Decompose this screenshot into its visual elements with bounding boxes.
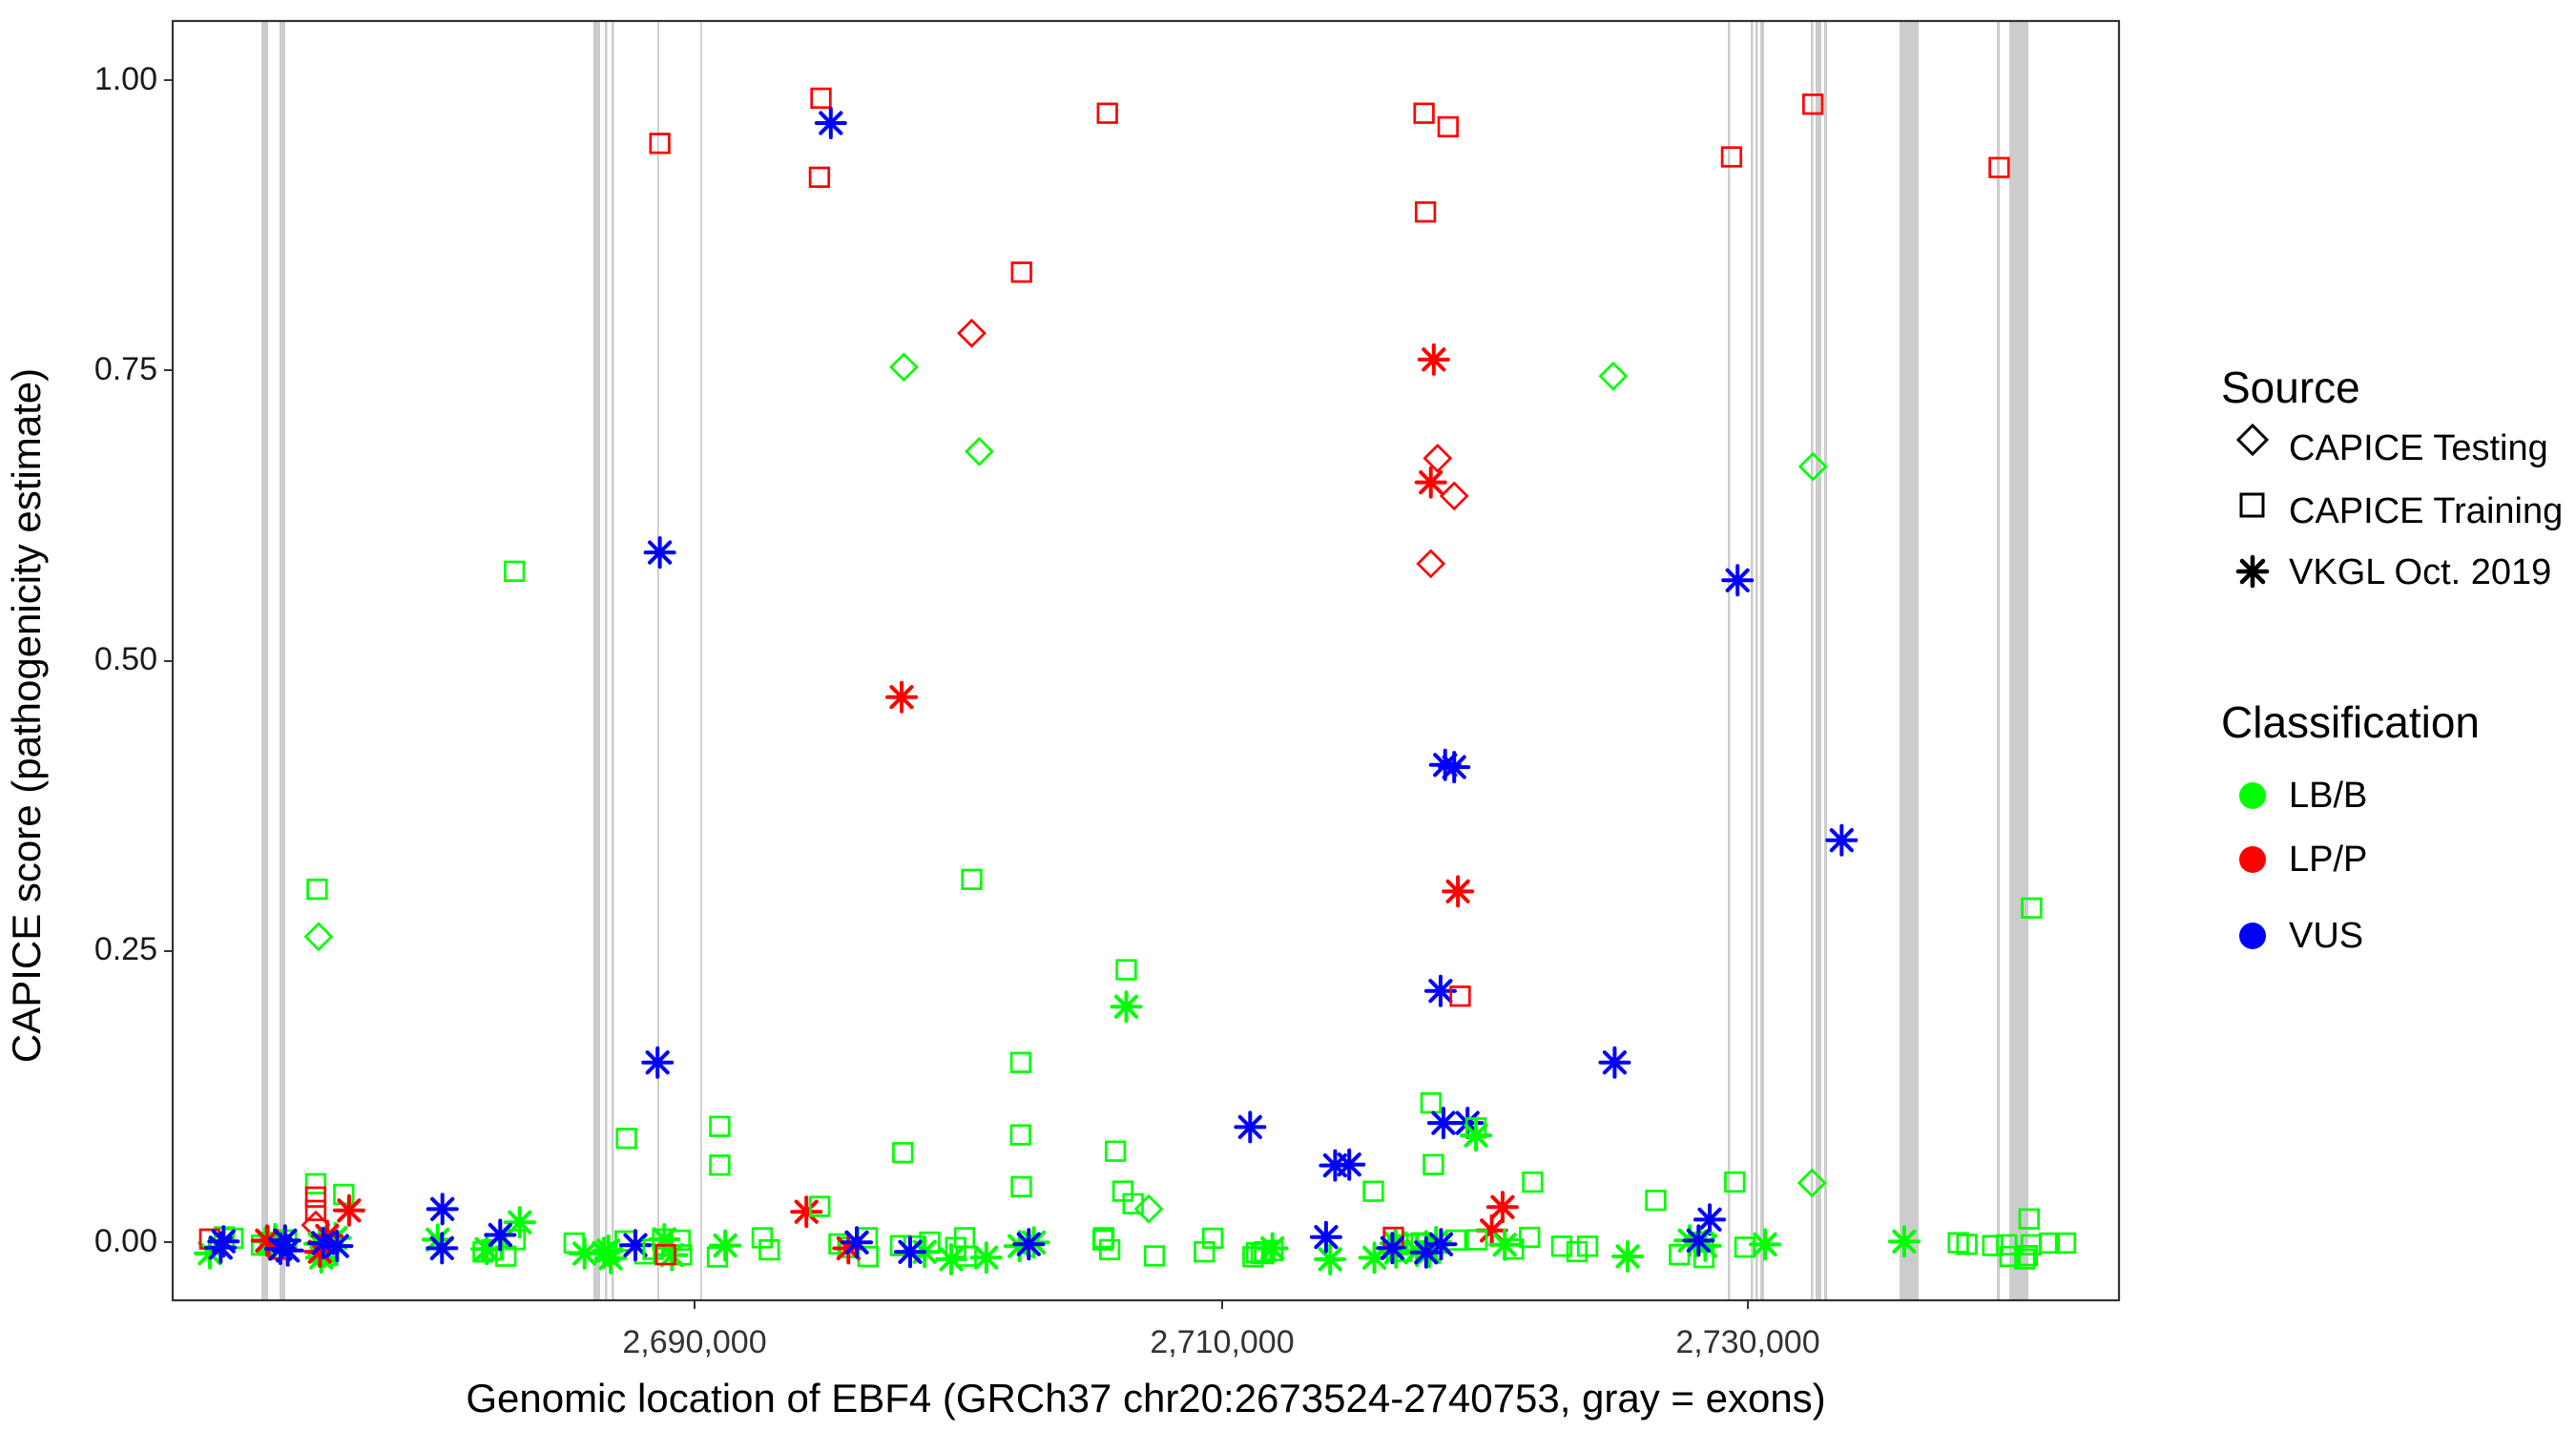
svg-text:2,730,000: 2,730,000 — [1675, 1324, 1819, 1360]
svg-text:2,710,000: 2,710,000 — [1150, 1324, 1294, 1360]
svg-text:VKGL Oct. 2019: VKGL Oct. 2019 — [2289, 552, 2551, 592]
svg-text:0.00: 0.00 — [94, 1223, 157, 1259]
svg-text:CAPICE score (pathogenicity es: CAPICE score (pathogenicity estimate) — [4, 368, 49, 1063]
svg-text:2,690,000: 2,690,000 — [622, 1324, 766, 1360]
svg-text:0.75: 0.75 — [94, 351, 157, 387]
svg-text:CAPICE Testing: CAPICE Testing — [2289, 428, 2548, 468]
svg-text:LB/B: LB/B — [2289, 776, 2367, 816]
svg-text:0.25: 0.25 — [94, 931, 157, 967]
svg-text:0.50: 0.50 — [94, 641, 157, 677]
svg-text:Genomic location of EBF4 (GRCh: Genomic location of EBF4 (GRCh37 chr20:2… — [466, 1376, 1825, 1421]
svg-text:VUS: VUS — [2289, 916, 2363, 956]
svg-text:LP/P: LP/P — [2289, 840, 2367, 880]
svg-text:Source: Source — [2221, 363, 2360, 412]
svg-text:1.00: 1.00 — [94, 61, 157, 97]
svg-text:Classification: Classification — [2221, 697, 2480, 747]
svg-text:CAPICE Training: CAPICE Training — [2289, 491, 2563, 531]
